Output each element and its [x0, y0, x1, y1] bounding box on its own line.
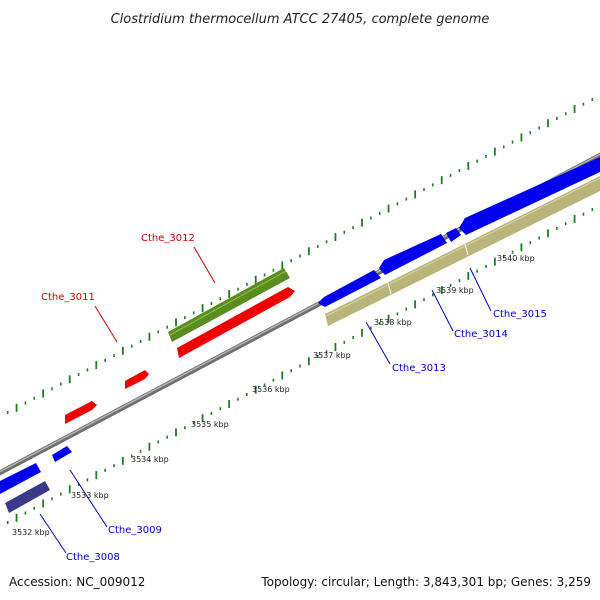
green-feature-3012 — [168, 268, 290, 342]
gene-label-cthe-3012[interactable]: Cthe_3012 — [141, 233, 195, 244]
scale-label: 3533 kbp — [71, 491, 109, 500]
map-title: Clostridium thermocellum ATCC 27405, com… — [111, 12, 490, 27]
cds-feature-3015 — [459, 157, 600, 235]
gene-labels: Cthe_3008 Cthe_3009 Cthe_3011 Cthe_3012 … — [41, 233, 547, 563]
gene-label-cthe-3014[interactable]: Cthe_3014 — [454, 329, 508, 340]
cds-feature-3014 — [379, 234, 447, 275]
cds-feature-3012 — [177, 287, 295, 358]
gene-label-cthe-3011[interactable]: Cthe_3011 — [41, 292, 95, 303]
navy-feature-3008 — [5, 481, 50, 513]
scale-label: 3532 kbp — [12, 528, 50, 537]
cds-feature-3011b — [125, 370, 149, 389]
scale-label: 3536 kbp — [252, 385, 290, 394]
tick-track — [6, 97, 594, 525]
forward-strand-features — [0, 157, 600, 494]
gene-label-cthe-3008[interactable]: Cthe_3008 — [66, 552, 120, 563]
gene-label-cthe-3009[interactable]: Cthe_3009 — [108, 525, 162, 536]
cds-feature-3008 — [0, 463, 41, 494]
label-connectors — [39, 246, 492, 554]
cds-feature-3011a — [65, 401, 97, 424]
scale-label: 3535 kbp — [191, 420, 229, 429]
gene-label-cthe-3013[interactable]: Cthe_3013 — [392, 363, 446, 374]
accession-label: Accession: NC_009012 — [9, 575, 145, 589]
scale-label: 3540 kbp — [497, 254, 535, 263]
gene-label-cthe-3015[interactable]: Cthe_3015 — [493, 309, 547, 320]
scale-label: 3538 kbp — [374, 318, 412, 327]
cds-feature-3009 — [52, 446, 72, 462]
scale-label: 3537 kbp — [313, 351, 351, 360]
genome-summary: Topology: circular; Length: 3,843,301 bp… — [260, 575, 591, 589]
tan-feature-band — [325, 176, 600, 326]
reverse-strand-features — [65, 287, 295, 424]
scale-label: 3539 kbp — [436, 286, 474, 295]
cds-feature-3013 — [318, 270, 381, 307]
cds-feature-3014b — [446, 228, 461, 242]
scale-labels: 3532 kbp 3533 kbp 3534 kbp 3535 kbp 3536… — [12, 254, 535, 537]
scale-label: 3534 kbp — [131, 455, 169, 464]
